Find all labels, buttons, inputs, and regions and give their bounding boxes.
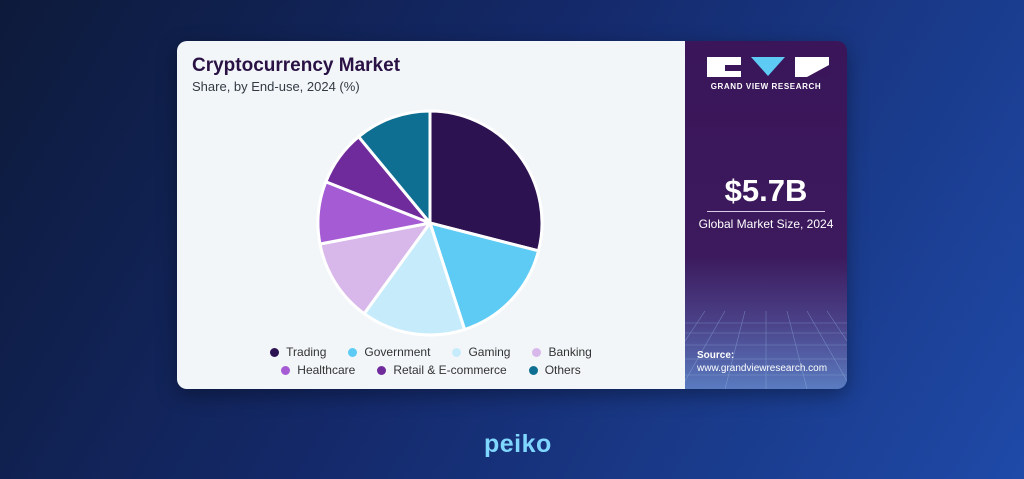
- legend-item: Gaming: [452, 345, 510, 359]
- source-url: www.grandviewresearch.com: [697, 363, 828, 374]
- legend-swatch: [281, 365, 291, 375]
- legend-label: Healthcare: [297, 363, 356, 377]
- legend-item: Government: [348, 345, 430, 359]
- legend-swatch: [348, 347, 358, 357]
- pie-slice-gaming: [362, 221, 467, 337]
- legend-item: Healthcare: [281, 363, 355, 377]
- pie-slice-others: [357, 109, 432, 225]
- market-size-value: $5.7B: [724, 173, 808, 208]
- divider: [707, 211, 825, 212]
- chart-subtitle: Share, by End-use, 2024 (%): [192, 79, 360, 94]
- chart-panel: Cryptocurrency Market Share, by End-use,…: [177, 41, 685, 389]
- legend-label: Retail & E-commerce: [393, 363, 507, 377]
- legend-row: Healthcare Retail & E-commerce Others: [177, 361, 685, 379]
- legend-swatch: [528, 365, 538, 375]
- brand-name: GRAND VIEW RESEARCH: [710, 82, 822, 91]
- report-card: Cryptocurrency Market Share, by End-use,…: [177, 41, 847, 389]
- legend-label: Trading: [286, 345, 327, 359]
- legend-row: Trading Government Gaming Banking: [177, 343, 685, 361]
- chart-title: Cryptocurrency Market: [192, 55, 401, 76]
- market-size-label: Global Market Size, 2024: [698, 217, 834, 231]
- legend-label: Gaming: [468, 345, 511, 359]
- gvr-logo-icon: [707, 57, 829, 77]
- legend-label: Banking: [548, 345, 592, 359]
- legend-item: Banking: [532, 345, 592, 359]
- source-label: Source:: [697, 350, 735, 361]
- legend-swatch: [532, 347, 542, 357]
- chart-legend: Trading Government Gaming Banking Healthcar…: [177, 343, 685, 379]
- peiko-logo: peiko: [484, 430, 552, 458]
- legend-item: Trading: [270, 345, 326, 359]
- legend-swatch: [270, 347, 280, 357]
- legend-swatch: [377, 365, 387, 375]
- legend-item: Retail & E-commerce: [377, 363, 507, 377]
- legend-label: Others: [544, 363, 581, 377]
- legend-swatch: [452, 347, 462, 357]
- legend-label: Government: [364, 345, 431, 359]
- pie-chart: [316, 109, 544, 337]
- pie-slice-trading: [428, 109, 544, 253]
- grid-floor-decoration: [685, 311, 847, 389]
- pie-slice-banking: [318, 221, 432, 316]
- legend-item: Others: [528, 363, 581, 377]
- info-panel: GRAND VIEW RESEARCH $5.7B Global Market …: [685, 41, 847, 389]
